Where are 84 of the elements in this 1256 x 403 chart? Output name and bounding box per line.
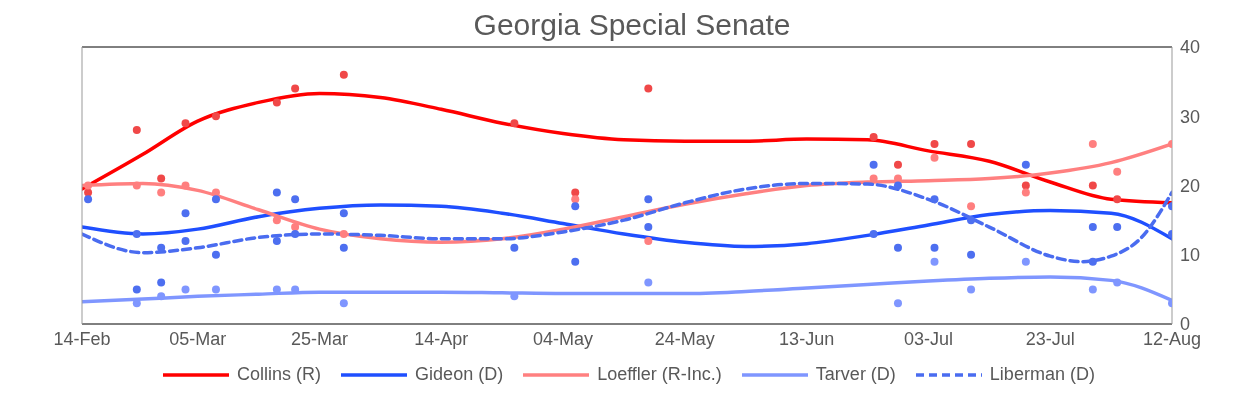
point (967, 202, 976, 211)
legend-label: Gideon (D) (415, 364, 504, 385)
point (930, 243, 939, 252)
point (339, 243, 348, 252)
x-tick-label: 23-Jul (1025, 328, 1075, 349)
point (869, 174, 878, 183)
point (1113, 278, 1122, 287)
point (967, 250, 976, 259)
y-tick-label: 10 (1180, 245, 1201, 266)
point (1021, 160, 1030, 169)
point (291, 195, 300, 204)
point (291, 229, 300, 238)
point (571, 195, 580, 204)
point (967, 216, 976, 225)
point (644, 236, 653, 245)
point (339, 229, 348, 238)
point (272, 188, 281, 197)
point (644, 84, 653, 93)
point (1021, 188, 1030, 197)
point (893, 181, 902, 190)
point (869, 229, 878, 238)
point (1088, 139, 1097, 148)
legend-label: Liberman (D) (989, 364, 1095, 385)
point (967, 139, 976, 148)
point (644, 195, 653, 204)
point (339, 209, 348, 218)
point (1113, 167, 1122, 176)
point (930, 257, 939, 266)
point (1088, 223, 1097, 232)
point (1021, 257, 1030, 266)
x-tick-label: 14-Apr (414, 328, 469, 349)
point (181, 209, 190, 218)
point (893, 299, 902, 308)
point (1113, 195, 1122, 204)
x-tick-label: 24-May (654, 328, 715, 349)
point (571, 202, 580, 211)
point (1088, 285, 1097, 294)
point (1021, 181, 1030, 190)
point (1088, 181, 1097, 190)
point (1088, 257, 1097, 266)
point (893, 160, 902, 169)
x-tick-label: 14-Feb (53, 328, 111, 349)
legend-label: Collins (R) (237, 364, 322, 385)
point (272, 216, 281, 225)
point (181, 236, 190, 245)
point (869, 133, 878, 142)
point (571, 188, 580, 197)
point (211, 285, 220, 294)
legend-label: Loeffler (R-Inc.) (597, 364, 722, 385)
x-tick-label: 25-Mar (290, 328, 348, 349)
point (339, 70, 348, 79)
point (181, 119, 190, 128)
point (510, 119, 519, 128)
point (181, 181, 190, 190)
y-tick-label: 40 (1180, 37, 1201, 58)
x-tick-label: 04-May (533, 328, 594, 349)
point (181, 285, 190, 294)
point (644, 223, 653, 232)
point (930, 195, 939, 204)
point (967, 285, 976, 294)
x-tick-label: 13-Jun (779, 328, 835, 349)
point (869, 160, 878, 169)
y-tick-label: 30 (1180, 106, 1201, 127)
point (211, 112, 220, 121)
point (272, 236, 281, 245)
point (510, 243, 519, 252)
point (211, 250, 220, 259)
legend-label: Tarver (D) (815, 364, 896, 385)
point (291, 84, 300, 93)
point (930, 153, 939, 162)
point (1113, 223, 1122, 232)
y-tick-label: 0 (1180, 314, 1191, 335)
point (571, 257, 580, 266)
point (644, 278, 653, 287)
chart-title: Georgia Special Senate (472, 8, 792, 41)
point (339, 299, 348, 308)
point (893, 243, 902, 252)
y-tick-label: 20 (1180, 175, 1201, 196)
point (211, 195, 220, 204)
point (291, 223, 300, 232)
point (930, 139, 939, 148)
x-tick-label: 03-Jul (903, 328, 953, 349)
point (272, 98, 281, 107)
x-tick-label: 05-Mar (169, 328, 227, 349)
